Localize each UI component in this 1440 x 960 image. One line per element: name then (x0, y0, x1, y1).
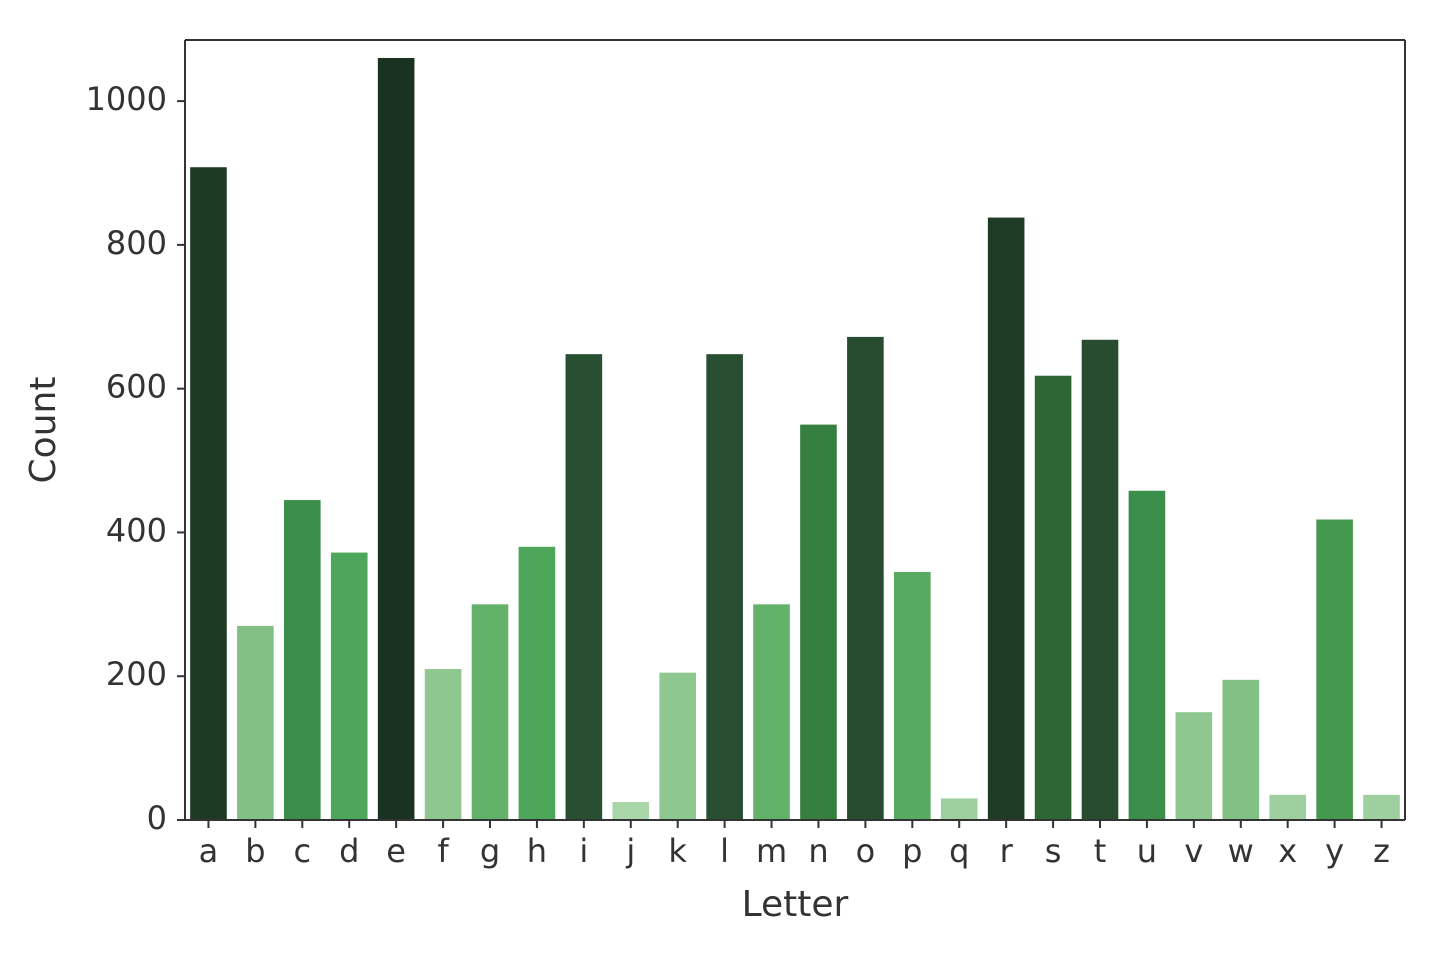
x-tick-label-s: s (1045, 832, 1062, 870)
bar-o (847, 337, 884, 820)
x-tick-label-v: v (1184, 832, 1203, 870)
bar-c (284, 500, 321, 820)
x-tick-label-h: h (527, 832, 547, 870)
y-axis-label: Count (23, 377, 64, 484)
bar-n (800, 425, 837, 820)
bar-d (331, 553, 368, 820)
x-tick-label-e: e (386, 832, 406, 870)
x-tick-label-b: b (245, 832, 265, 870)
x-tick-label-f: f (437, 832, 449, 870)
bar-z (1363, 795, 1400, 820)
letter-count-bar-chart: 0 200 400 600 800 1000 abcdefghijklmnopqrstuvw… (0, 0, 1440, 960)
x-tick-label-q: q (949, 832, 969, 870)
bar-j (612, 802, 649, 820)
y-tick-label: 1000 (86, 80, 167, 118)
bar-e (378, 58, 415, 820)
x-tick-label-d: d (339, 832, 359, 870)
y-tick-label: 400 (106, 511, 167, 549)
bar-h (519, 547, 556, 820)
bar-l (706, 354, 743, 820)
x-tick-label-n: n (808, 832, 828, 870)
x-tick-label-r: r (1000, 832, 1014, 870)
y-tick-label: 0 (147, 799, 167, 837)
x-tick-label-p: p (902, 832, 922, 870)
bar-x (1269, 795, 1306, 820)
x-tick-label-j: j (625, 832, 635, 870)
x-tick-label-l: l (720, 832, 729, 870)
y-tick-label: 200 (106, 655, 167, 693)
bar-a (190, 167, 227, 820)
bar-y (1316, 520, 1353, 821)
x-tick-label-o: o (856, 832, 876, 870)
bar-k (659, 673, 696, 820)
bar-s (1035, 376, 1072, 820)
x-tick-label-y: y (1325, 832, 1344, 870)
x-tick-label-z: z (1373, 832, 1390, 870)
bar-f (425, 669, 462, 820)
bar-t (1082, 340, 1119, 820)
x-axis-label: Letter (742, 884, 849, 925)
x-tick-label-t: t (1094, 832, 1107, 870)
bar-i (566, 354, 603, 820)
y-tick-label: 600 (106, 368, 167, 406)
bar-w (1222, 680, 1259, 820)
bar-r (988, 218, 1025, 820)
bar-m (753, 604, 790, 820)
bar-v (1176, 712, 1213, 820)
x-tick-label-m: m (756, 832, 787, 870)
x-tick-label-x: x (1278, 832, 1297, 870)
x-tick-label-u: u (1137, 832, 1157, 870)
x-tick-label-k: k (668, 832, 687, 870)
x-tick-label-g: g (480, 832, 500, 870)
bar-q (941, 798, 978, 820)
x-tick-label-i: i (579, 832, 588, 870)
bar-b (237, 626, 274, 820)
bar-g (472, 604, 509, 820)
y-tick-label: 800 (106, 224, 167, 262)
x-tick-label-c: c (294, 832, 312, 870)
x-tick-label-w: w (1228, 832, 1254, 870)
bar-p (894, 572, 931, 820)
x-tick-label-a: a (199, 832, 219, 870)
bar-u (1129, 491, 1166, 820)
